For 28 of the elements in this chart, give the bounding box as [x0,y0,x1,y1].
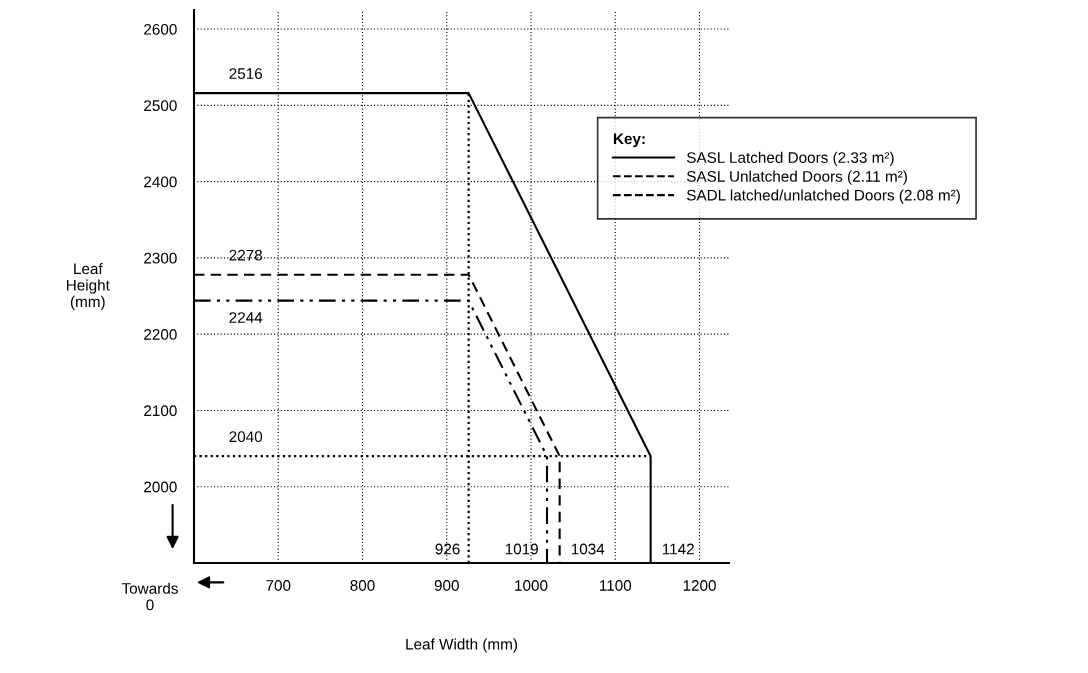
x-tick-label: 800 [350,580,375,591]
legend-label: SASL Latched Doors (2.33 m²) [686,151,894,166]
annotation: 1019 [505,543,538,555]
y-tick-label: 2100 [144,405,177,417]
legend-title: Key: [613,133,645,148]
annotation: 1034 [571,543,605,555]
x-axis-title: Leaf Width (mm) [406,638,518,653]
x-tick-label: 700 [266,580,291,591]
y-tick-label: 2500 [144,100,177,112]
y-tick-label: 2300 [144,252,177,264]
x-tick-label: 900 [434,580,459,591]
x-tick-label: 1100 [600,580,632,591]
annotation: 926 [435,543,460,555]
y-tick-label: 2600 [144,23,177,35]
annotation: 2278 [229,249,263,261]
y-tick-label: 2400 [144,176,177,188]
x-tick-label: 1000 [515,580,548,591]
annotation: 2244 [229,312,263,323]
annotation: 2516 [229,68,263,80]
x-tick-label: 1200 [683,580,716,591]
annotation: 2040 [229,431,263,443]
y-tick-label: 2200 [144,329,177,340]
annotation: 1142 [662,543,694,555]
y-axis-title: Leaf Height (mm) [66,262,110,311]
legend-label: SADL latched/unlatched Doors (2.08 m²) [686,189,960,204]
y-tick-label: 2000 [144,481,177,493]
text: Towards 0 [121,582,178,611]
legend-label: SASL Unlatched Doors (2.11 m²) [686,170,907,185]
